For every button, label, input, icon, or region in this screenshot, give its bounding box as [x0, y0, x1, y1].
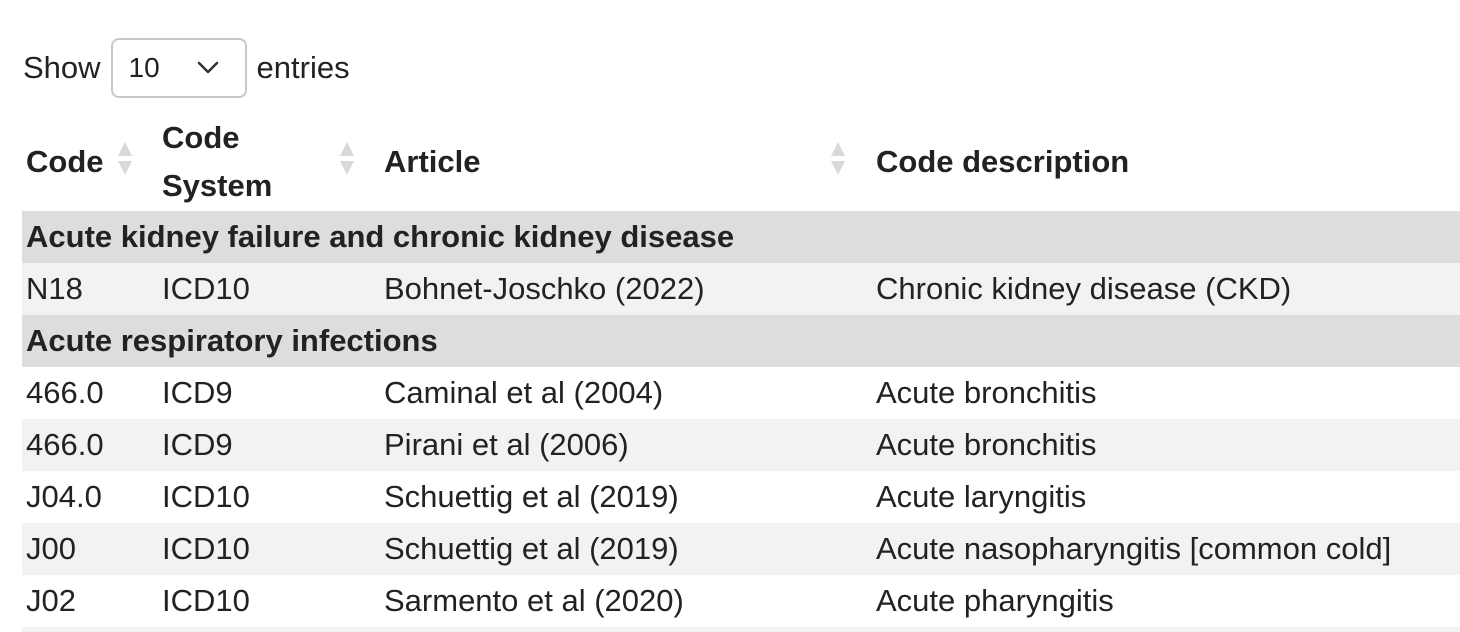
table-row: 466.0 ICD9 Caminal et al (2004) Acute br… — [22, 367, 1460, 419]
cell-code: 466.0 — [22, 419, 158, 471]
column-header-code-system-label-2: System — [162, 167, 273, 203]
sort-icon — [340, 142, 354, 175]
table-row: J04.0 ICD10 Schuettig et al (2019) Acute… — [22, 471, 1460, 523]
cell-code: J02 — [22, 575, 158, 627]
cell-code-description: Acute pharyngitis — [872, 575, 1460, 627]
cell-article: Bohnet-Joschko (2022) — [380, 263, 872, 315]
chevron-down-icon — [197, 61, 219, 75]
cell-code: J04.0 — [22, 471, 158, 523]
cell-code-system: ICD9 — [158, 367, 380, 419]
group-title: Acute respiratory infections — [22, 315, 1460, 367]
entries-label: entries — [256, 50, 350, 85]
column-header-article-label: Article — [384, 143, 481, 179]
cell-code-system: ICD9 — [158, 419, 380, 471]
cell-code-system: ICD10 — [158, 471, 380, 523]
sort-icon — [118, 142, 132, 175]
entries-per-page-value: 10 — [128, 52, 160, 83]
column-header-code-system-label-1: Code — [162, 119, 240, 155]
table-row: J00 ICD10 Schuettig et al (2019) Acute n… — [22, 523, 1460, 575]
next-row-edge — [22, 627, 1460, 632]
cell-code-description: Acute laryngitis — [872, 471, 1460, 523]
table-row: N18 ICD10 Bohnet-Joschko (2022) Chronic … — [22, 263, 1460, 315]
cell-code-system: ICD10 — [158, 263, 380, 315]
cell-article: Schuettig et al (2019) — [380, 471, 872, 523]
show-label: Show — [23, 50, 101, 85]
cell-code-description: Acute nasopharyngitis [common cold] — [872, 523, 1460, 575]
cell-code: J00 — [22, 523, 158, 575]
cell-article: Sarmento et al (2020) — [380, 575, 872, 627]
cell-code-description: Acute bronchitis — [872, 367, 1460, 419]
cell-code-system: ICD10 — [158, 523, 380, 575]
sort-icon — [831, 142, 845, 175]
column-header-code-description[interactable]: Code description — [872, 112, 1460, 211]
column-header-article[interactable]: Article — [380, 112, 872, 211]
cell-code: N18 — [22, 263, 158, 315]
table-body: Acute kidney failure and chronic kidney … — [22, 211, 1460, 627]
column-header-code[interactable]: Code — [22, 112, 158, 211]
column-header-code-system[interactable]: Code System — [158, 112, 380, 211]
column-header-code-label: Code — [26, 143, 104, 179]
cell-code: 466.0 — [22, 367, 158, 419]
cell-article: Schuettig et al (2019) — [380, 523, 872, 575]
group-title: Acute kidney failure and chronic kidney … — [22, 211, 1460, 263]
group-row: Acute respiratory infections — [22, 315, 1460, 367]
cell-code-description: Chronic kidney disease (CKD) — [872, 263, 1460, 315]
cell-article: Caminal et al (2004) — [380, 367, 872, 419]
group-row: Acute kidney failure and chronic kidney … — [22, 211, 1460, 263]
cell-code-system: ICD10 — [158, 575, 380, 627]
table-row: 466.0 ICD9 Pirani et al (2006) Acute bro… — [22, 419, 1460, 471]
cell-code-description: Acute bronchitis — [872, 419, 1460, 471]
table-row: J02 ICD10 Sarmento et al (2020) Acute ph… — [22, 575, 1460, 627]
entries-per-page-select[interactable]: 10 — [110, 38, 247, 98]
column-header-code-description-label: Code description — [876, 143, 1130, 179]
cell-article: Pirani et al (2006) — [380, 419, 872, 471]
entries-length-control: Show 10 entries — [23, 37, 350, 99]
table-header: Code Code System Article — [22, 112, 1460, 211]
codes-table: Code Code System Article — [22, 112, 1460, 627]
